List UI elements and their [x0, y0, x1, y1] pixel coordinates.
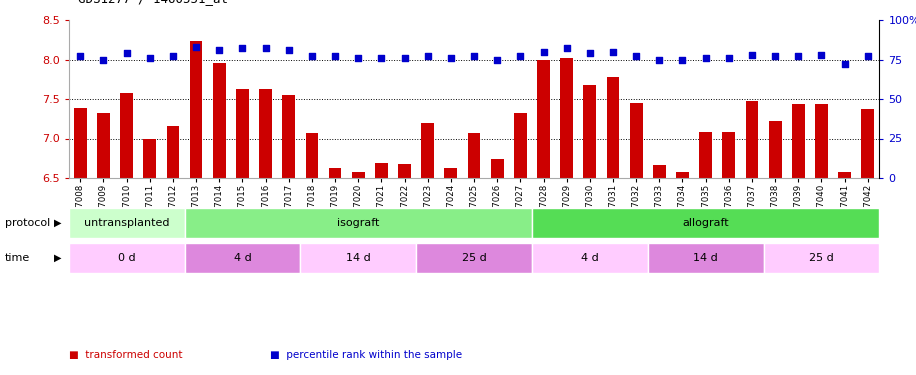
- Text: time: time: [5, 253, 30, 263]
- Point: [189, 44, 203, 50]
- Bar: [306, 133, 318, 178]
- Point: [398, 55, 412, 61]
- Text: ■  transformed count: ■ transformed count: [69, 350, 182, 360]
- Bar: [699, 132, 712, 178]
- Point: [722, 55, 736, 61]
- Point: [768, 53, 782, 59]
- Bar: [259, 89, 272, 178]
- Bar: [723, 132, 736, 178]
- Point: [605, 49, 620, 55]
- Bar: [561, 58, 573, 178]
- Bar: [769, 121, 781, 178]
- Text: 4 d: 4 d: [581, 253, 599, 263]
- Bar: [764, 243, 879, 273]
- Text: isograft: isograft: [337, 218, 379, 228]
- Bar: [537, 60, 550, 178]
- Text: GDS1277 / 1460551_at: GDS1277 / 1460551_at: [78, 0, 228, 5]
- Bar: [514, 113, 527, 178]
- Point: [837, 61, 852, 67]
- Bar: [69, 208, 184, 238]
- Point: [513, 53, 528, 59]
- Bar: [300, 243, 416, 273]
- Text: 0 d: 0 d: [118, 253, 136, 263]
- Point: [73, 53, 88, 59]
- Bar: [375, 163, 387, 178]
- Point: [420, 53, 435, 59]
- Bar: [329, 168, 342, 178]
- Bar: [213, 63, 225, 178]
- Point: [212, 47, 226, 53]
- Text: 25 d: 25 d: [809, 253, 834, 263]
- Bar: [653, 165, 666, 178]
- Text: ■  percentile rank within the sample: ■ percentile rank within the sample: [270, 350, 463, 360]
- Text: ▶: ▶: [54, 253, 61, 263]
- Point: [490, 57, 505, 63]
- Bar: [184, 243, 300, 273]
- Point: [583, 50, 597, 56]
- Bar: [861, 109, 874, 178]
- Point: [814, 52, 829, 58]
- Point: [304, 53, 319, 59]
- Bar: [184, 208, 532, 238]
- Text: 4 d: 4 d: [234, 253, 251, 263]
- Bar: [74, 108, 87, 178]
- Bar: [838, 172, 851, 178]
- Bar: [167, 126, 180, 178]
- Text: 14 d: 14 d: [693, 253, 718, 263]
- Bar: [583, 85, 596, 178]
- Point: [443, 55, 458, 61]
- Bar: [468, 133, 480, 178]
- Point: [235, 45, 250, 51]
- Bar: [532, 208, 879, 238]
- Bar: [352, 172, 365, 178]
- Bar: [444, 168, 457, 178]
- Point: [560, 45, 574, 51]
- Bar: [120, 93, 133, 178]
- Point: [745, 52, 759, 58]
- Point: [142, 55, 157, 61]
- Text: allograft: allograft: [682, 218, 729, 228]
- Bar: [190, 41, 202, 178]
- Point: [374, 55, 388, 61]
- Point: [466, 53, 481, 59]
- Bar: [676, 172, 689, 178]
- Bar: [282, 95, 295, 178]
- Bar: [532, 243, 648, 273]
- Point: [675, 57, 690, 63]
- Point: [791, 53, 805, 59]
- Point: [328, 53, 343, 59]
- Bar: [648, 243, 764, 273]
- Point: [119, 50, 134, 56]
- Bar: [815, 104, 828, 178]
- Text: untransplanted: untransplanted: [84, 218, 169, 228]
- Point: [628, 53, 643, 59]
- Bar: [606, 77, 619, 178]
- Bar: [792, 104, 804, 178]
- Point: [652, 57, 667, 63]
- Bar: [97, 113, 110, 178]
- Text: 25 d: 25 d: [462, 253, 486, 263]
- Point: [351, 55, 365, 61]
- Text: ▶: ▶: [54, 218, 61, 228]
- Point: [698, 55, 713, 61]
- Bar: [236, 89, 249, 178]
- Bar: [398, 164, 411, 178]
- Bar: [421, 123, 434, 178]
- Point: [258, 45, 273, 51]
- Bar: [69, 243, 184, 273]
- Text: protocol: protocol: [5, 218, 49, 228]
- Bar: [630, 103, 642, 178]
- Bar: [416, 243, 532, 273]
- Point: [96, 57, 111, 63]
- Point: [166, 53, 180, 59]
- Text: 14 d: 14 d: [346, 253, 371, 263]
- Point: [281, 47, 296, 53]
- Bar: [144, 139, 156, 178]
- Bar: [746, 100, 758, 178]
- Point: [860, 53, 875, 59]
- Bar: [491, 159, 504, 178]
- Point: [536, 49, 551, 55]
